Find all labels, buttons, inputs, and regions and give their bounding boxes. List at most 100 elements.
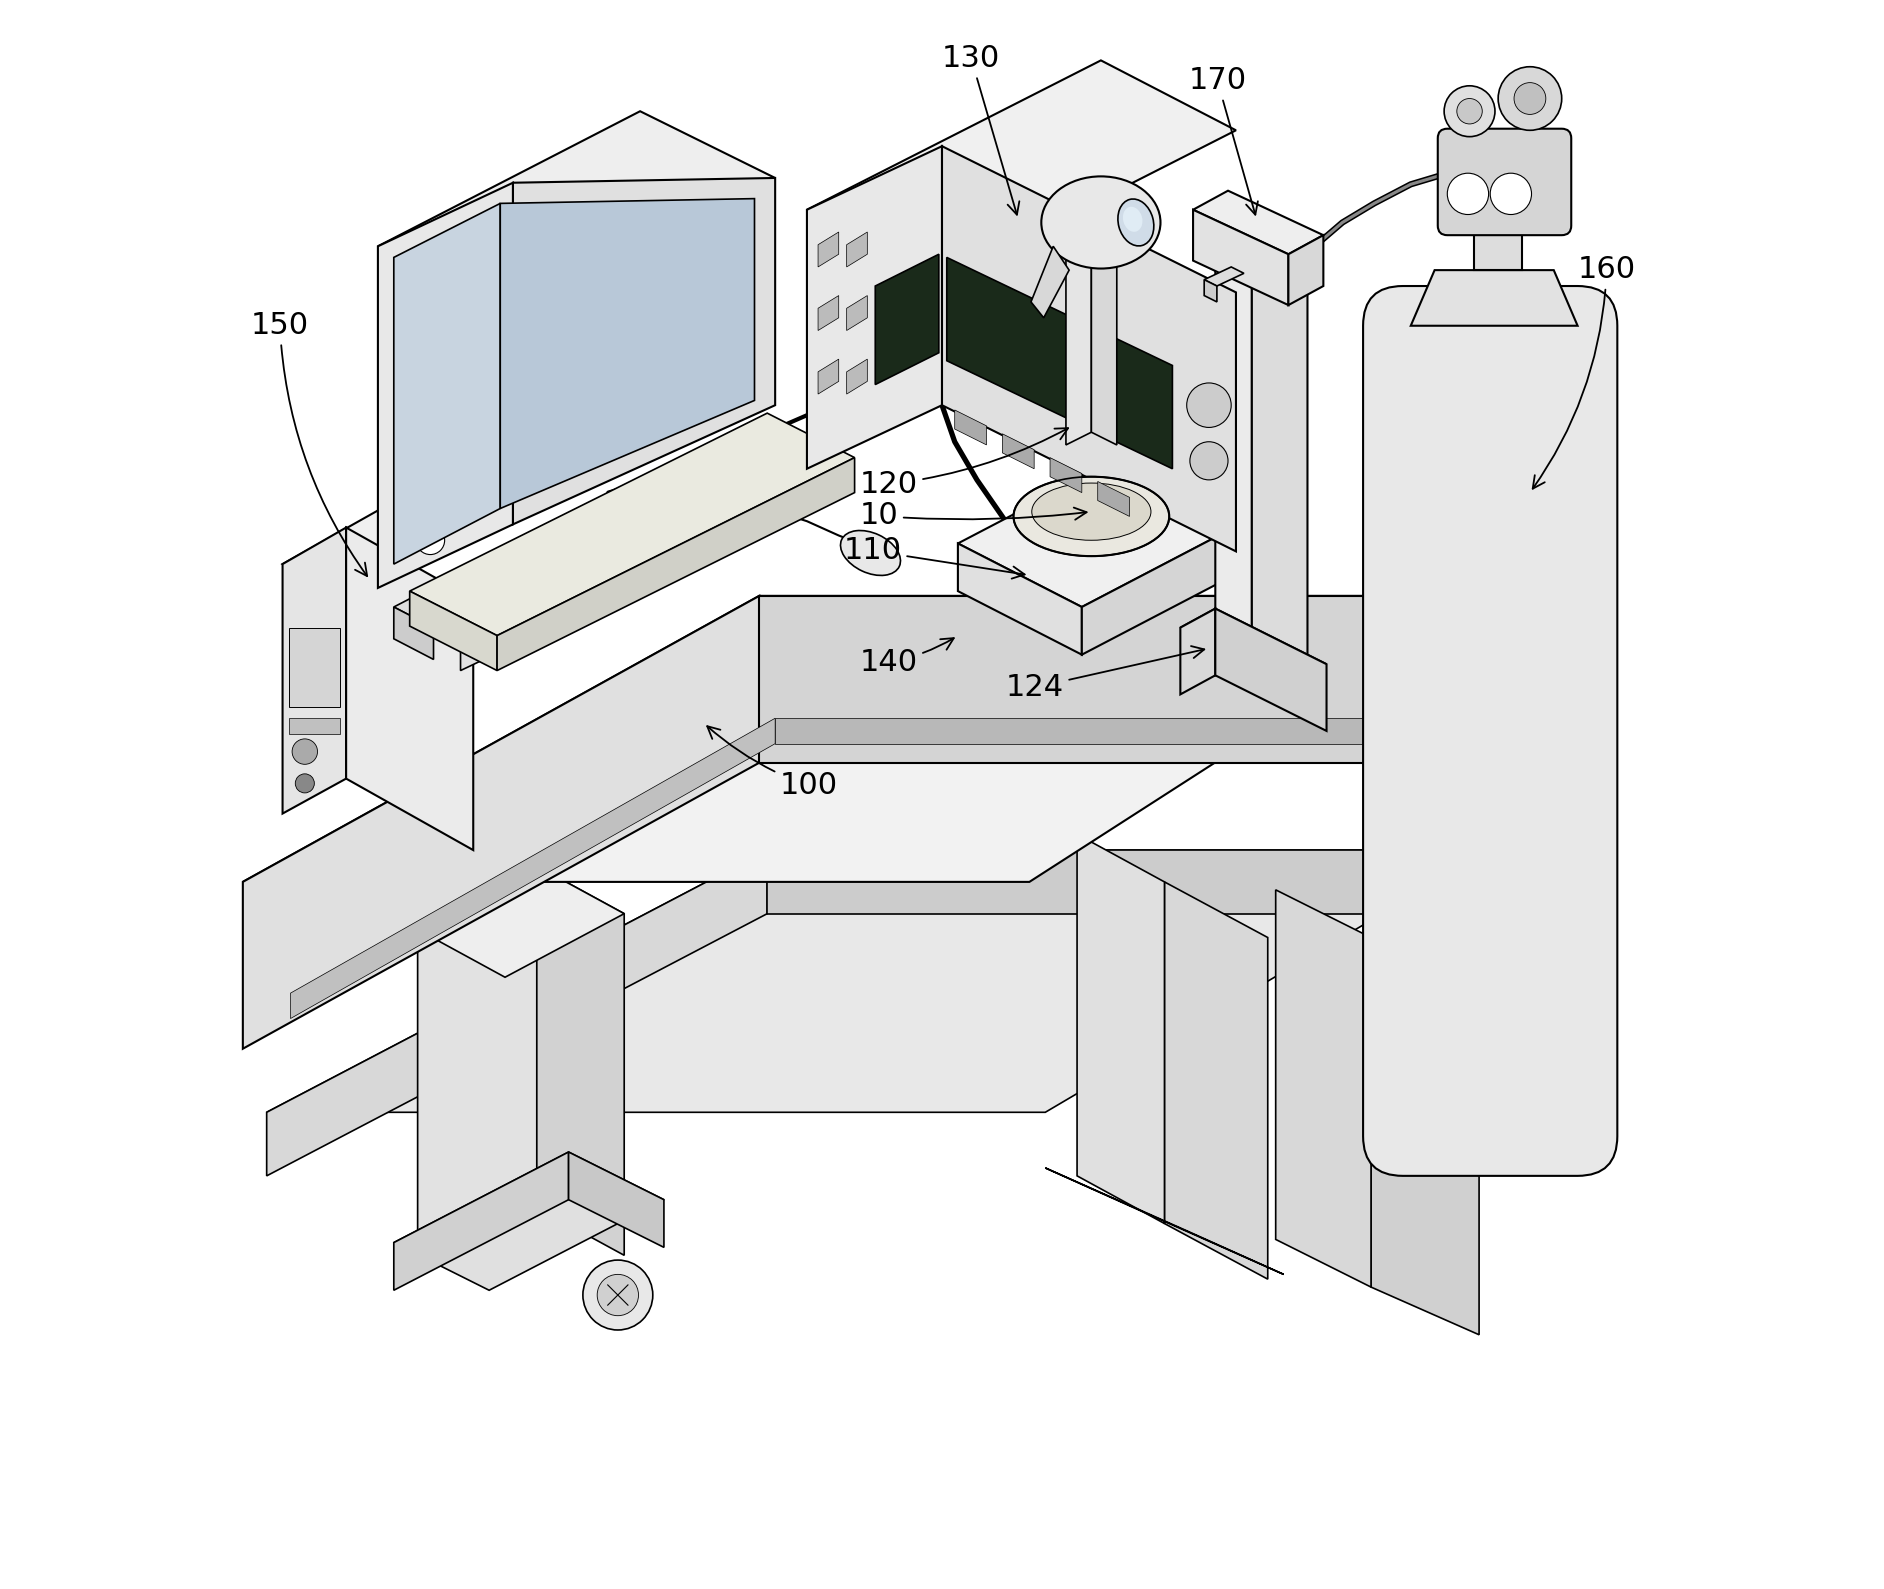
Polygon shape [1091,246,1117,445]
Circle shape [296,774,315,793]
Polygon shape [818,296,838,331]
Polygon shape [537,866,624,1255]
Text: 150: 150 [251,311,367,577]
Polygon shape [957,469,1225,607]
Polygon shape [379,111,774,313]
Polygon shape [497,458,855,671]
Bar [288,718,339,734]
Polygon shape [1215,226,1251,675]
Polygon shape [1475,219,1522,270]
Polygon shape [1078,834,1164,1224]
Polygon shape [243,596,1475,882]
Polygon shape [379,183,512,588]
Polygon shape [418,866,537,1271]
FancyBboxPatch shape [1437,129,1571,235]
Polygon shape [1181,609,1215,694]
Polygon shape [846,359,867,394]
Polygon shape [1275,890,1372,1287]
Polygon shape [268,850,767,1176]
Polygon shape [846,232,867,267]
Circle shape [1490,173,1532,215]
Polygon shape [394,508,624,628]
Polygon shape [1066,246,1091,445]
Ellipse shape [1117,199,1153,246]
Polygon shape [243,596,759,1049]
Circle shape [1187,383,1232,427]
Polygon shape [876,254,938,385]
Circle shape [1447,173,1488,215]
Polygon shape [347,528,473,850]
Polygon shape [1215,226,1307,273]
Circle shape [1515,83,1545,114]
Text: 110: 110 [844,537,1025,578]
Ellipse shape [1032,483,1151,540]
Text: 140: 140 [859,639,953,677]
Polygon shape [1046,1168,1283,1274]
Polygon shape [957,543,1081,655]
Polygon shape [409,413,855,636]
Ellipse shape [840,531,901,575]
Polygon shape [1251,226,1307,683]
Ellipse shape [1042,176,1161,269]
Polygon shape [818,359,838,394]
Circle shape [582,1260,652,1330]
Polygon shape [767,850,1490,914]
Polygon shape [512,178,774,524]
Polygon shape [942,146,1236,551]
Polygon shape [1049,458,1081,493]
Circle shape [597,1274,639,1316]
Polygon shape [1081,532,1225,655]
Polygon shape [948,257,1172,469]
Polygon shape [394,607,433,659]
Circle shape [416,526,445,555]
Polygon shape [1289,235,1323,305]
Polygon shape [283,493,473,601]
Text: 10: 10 [859,502,1087,531]
Polygon shape [846,296,867,331]
Text: 124: 124 [1006,647,1204,702]
Polygon shape [1193,210,1289,305]
Polygon shape [774,718,1483,744]
Polygon shape [394,1152,663,1290]
Polygon shape [1164,882,1268,1279]
Polygon shape [460,607,494,671]
Ellipse shape [1014,477,1170,556]
Ellipse shape [1123,207,1142,232]
Circle shape [292,739,318,764]
Text: 160: 160 [1534,256,1635,489]
Polygon shape [1031,246,1068,318]
Polygon shape [1215,609,1326,731]
Text: 100: 100 [706,726,838,801]
Polygon shape [268,850,1490,1112]
Polygon shape [1193,191,1323,254]
Polygon shape [409,591,497,671]
Polygon shape [290,718,774,1019]
Polygon shape [1181,609,1326,683]
Circle shape [1445,86,1496,137]
Polygon shape [955,410,987,445]
Polygon shape [1002,434,1034,469]
Text: 120: 120 [859,427,1068,499]
Polygon shape [283,528,347,814]
Polygon shape [759,596,1475,763]
Polygon shape [1098,481,1130,516]
Polygon shape [1204,280,1217,302]
Polygon shape [1372,938,1479,1335]
Text: 170: 170 [1189,67,1259,215]
Polygon shape [394,203,501,564]
Polygon shape [806,60,1236,280]
Polygon shape [418,866,624,977]
Polygon shape [818,232,838,267]
Polygon shape [394,1152,569,1290]
Polygon shape [501,199,754,508]
Polygon shape [1204,267,1243,286]
Text: 130: 130 [942,44,1019,215]
Polygon shape [569,1152,663,1247]
FancyBboxPatch shape [1364,286,1616,1176]
Circle shape [1456,99,1483,124]
Circle shape [1498,67,1562,130]
Polygon shape [1411,270,1577,326]
Polygon shape [806,146,942,469]
Bar [288,628,339,707]
Circle shape [1191,442,1228,480]
